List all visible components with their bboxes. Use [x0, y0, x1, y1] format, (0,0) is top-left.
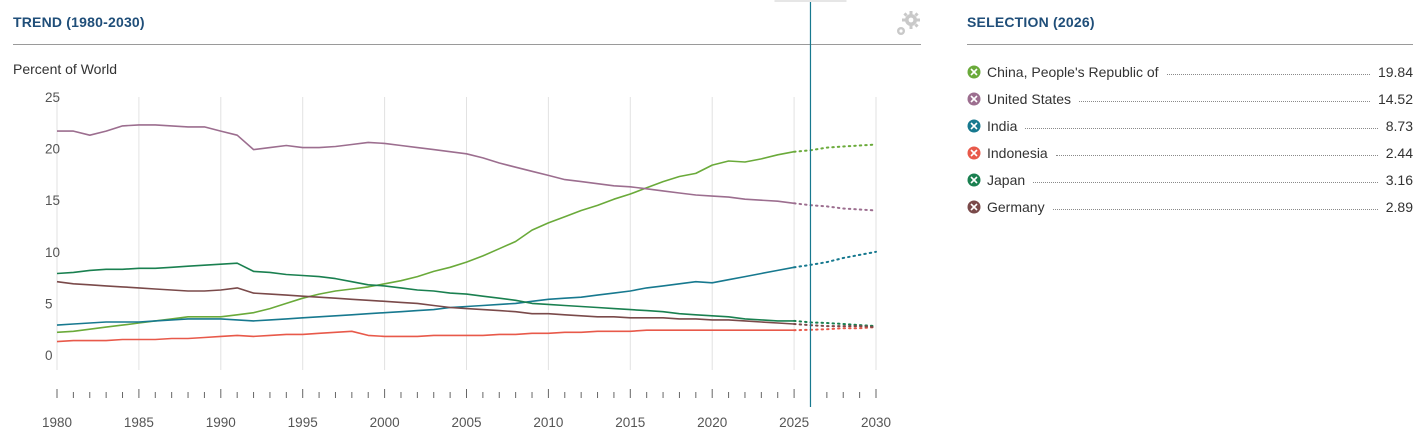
- legend-row[interactable]: India 8.73: [967, 112, 1413, 139]
- legend-series-value: 3.16: [1385, 171, 1413, 188]
- selection-panel-title: SELECTION (2026): [967, 14, 1095, 30]
- x-tick-label: 2000: [370, 415, 400, 430]
- gridlines: [56, 97, 877, 370]
- y-tick-label: 5: [45, 296, 53, 311]
- series-projection-line: [793, 319, 877, 328]
- leader-dots: [1079, 100, 1370, 102]
- legend-series-name: China, People's Republic of: [987, 63, 1159, 80]
- leader-dots: [1166, 73, 1370, 75]
- legend-series-value: 14.52: [1377, 90, 1413, 107]
- legend-series-name: India: [987, 117, 1018, 134]
- legend-series-name: Germany: [987, 198, 1045, 215]
- y-axis-label: Percent of World: [13, 61, 117, 77]
- legend-series-name: United States: [987, 90, 1072, 107]
- y-axis: 0 5 10 15 20 25: [45, 90, 60, 363]
- x-tick-label: 1980: [42, 415, 72, 430]
- x-tick-label: 1995: [288, 415, 318, 430]
- x-circle-icon[interactable]: [967, 173, 981, 187]
- legend-row[interactable]: United States 14.52: [967, 85, 1413, 112]
- legend-series-name: Indonesia: [987, 144, 1048, 161]
- trend-panel-title: TREND (1980-2030): [13, 14, 145, 30]
- y-tick-label: 15: [45, 193, 60, 208]
- series-line: [56, 266, 795, 326]
- x-circle-icon[interactable]: [967, 119, 981, 133]
- legend-row[interactable]: Indonesia 2.44: [967, 139, 1413, 166]
- legend-series-value: 2.44: [1385, 144, 1413, 161]
- x-tick-label: 2030: [861, 415, 891, 430]
- legend-row[interactable]: Germany 2.89: [967, 193, 1413, 220]
- x-circle-icon[interactable]: [967, 92, 981, 106]
- x-tick-label: 2005: [451, 415, 481, 430]
- legend-series-name: Japan: [987, 171, 1026, 188]
- series-lines: [56, 124, 877, 343]
- x-tick-label: 2015: [615, 415, 645, 430]
- leader-dots: [1033, 181, 1378, 183]
- y-tick-label: 25: [45, 90, 60, 105]
- leader-dots: [1052, 208, 1378, 210]
- selection-divider: [967, 44, 1413, 45]
- legend-series-value: 8.73: [1385, 117, 1413, 134]
- leader-dots: [1025, 127, 1378, 129]
- x-axis: 1980 1985 1990 1995 2000 2005 2010 2015 2020 2025…: [42, 389, 891, 430]
- x-circle-icon[interactable]: [967, 200, 981, 214]
- x-circle-icon[interactable]: [967, 146, 981, 160]
- series-projection-line: [793, 202, 877, 212]
- selection-legend: China, People's Republic of 19.84 United…: [967, 58, 1413, 220]
- series-line: [56, 262, 795, 322]
- trend-divider: [13, 44, 921, 45]
- x-tick-label: 1985: [124, 415, 154, 430]
- series-projection-line: [793, 143, 877, 153]
- series-projection-line: [793, 326, 877, 332]
- x-tick-label: 2010: [533, 415, 563, 430]
- leader-dots: [1055, 154, 1378, 156]
- legend-row[interactable]: China, People's Republic of 19.84: [967, 58, 1413, 85]
- x-tick-label: 1990: [206, 415, 236, 430]
- series-projection-line: [793, 323, 877, 329]
- y-tick-label: 10: [45, 245, 60, 260]
- legend-series-value: 19.84: [1377, 63, 1413, 80]
- legend-series-value: 2.89: [1385, 198, 1413, 215]
- x-circle-icon[interactable]: [967, 65, 981, 79]
- series-line: [56, 150, 795, 334]
- series-line: [56, 329, 795, 343]
- x-tick-label: 2020: [697, 415, 727, 430]
- x-tick-label: 2025: [779, 415, 809, 430]
- legend-row[interactable]: Japan 3.16: [967, 166, 1413, 193]
- y-tick-label: 0: [45, 348, 53, 363]
- series-line: [57, 124, 795, 205]
- series-line: [56, 280, 795, 325]
- gear-icon[interactable]: [892, 10, 922, 38]
- y-tick-label: 20: [45, 142, 60, 157]
- series-projection-line: [793, 250, 877, 269]
